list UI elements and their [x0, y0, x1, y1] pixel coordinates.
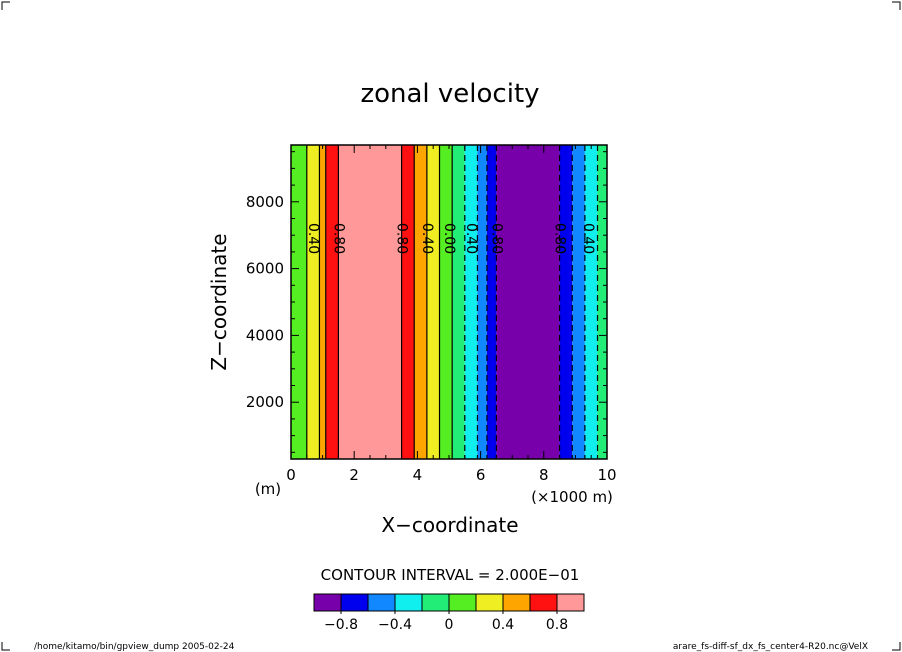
color-band: [426, 145, 440, 459]
footer-right: arare_fs-diff-sf_dx_fs_center4-R20.nc@Ve…: [673, 642, 868, 652]
color-band: [464, 145, 478, 459]
color-band: [584, 145, 598, 459]
color-band: [325, 145, 339, 459]
color-band: [439, 145, 453, 459]
color-band: [477, 145, 487, 459]
contour-label: 0.40: [463, 223, 479, 254]
contour-labels: 0.40 0.80 0.80 0.40 0.00 0.40 0.80 0.80 0.40: [305, 223, 596, 254]
colorbar-swatch: [475, 593, 504, 612]
colorbar-tick-label: 0.8: [546, 617, 568, 633]
x-tick-label: 2: [349, 466, 359, 484]
x-unit-left: (m): [255, 480, 281, 498]
colorbar-tick-label: −0.8: [324, 617, 358, 633]
colorbar-swatch: [367, 593, 396, 612]
color-band: [291, 145, 307, 459]
contour-label: 0.40: [580, 223, 596, 254]
colorbar: −0.8 −0.4 0 0.4 0.8: [313, 593, 585, 633]
x-tick-label: 0: [286, 466, 296, 484]
color-band: [306, 145, 320, 459]
colorbar-swatch: [394, 593, 423, 612]
colorbar-tick-label: 0: [445, 617, 454, 633]
colorbar-swatch: [502, 593, 531, 612]
y-tick-label: 8000: [246, 193, 284, 211]
contour-interval-text: CONTOUR INTERVAL = 2.000E−01: [321, 566, 580, 584]
x-tick-label: 8: [539, 466, 549, 484]
color-band: [452, 145, 465, 459]
axis-ticks: 0 2 4 6 8 10 2000 4000 6000 8000: [246, 145, 617, 484]
x-tick-label: 4: [413, 466, 423, 484]
color-band: [572, 145, 585, 459]
plot-bands: [291, 145, 607, 459]
x-axis-label: X−coordinate: [381, 513, 518, 537]
colorbar-swatch: [529, 593, 558, 612]
contour-label: 0.40: [305, 223, 321, 254]
chart-title: zonal velocity: [360, 79, 539, 109]
contour-label: 0.40: [419, 223, 435, 254]
colorbar-swatch: [556, 593, 585, 612]
color-band: [401, 145, 415, 459]
contour-label: 0.80: [488, 223, 504, 254]
y-tick-label: 4000: [246, 326, 284, 344]
y-axis-label: Z−coordinate: [207, 233, 231, 370]
contour-label: 0.80: [330, 223, 346, 254]
plot-contours: [306, 145, 599, 459]
color-band: [414, 145, 427, 459]
x-tick-label: 6: [476, 466, 486, 484]
colorbar-tick-label: −0.4: [378, 617, 412, 633]
colorbar-swatch: [421, 593, 450, 612]
x-unit-right: (×1000 m): [531, 488, 613, 506]
y-tick-label: 2000: [246, 393, 284, 411]
colorbar-tick-label: 0.4: [492, 617, 514, 633]
color-band: [559, 145, 573, 459]
colorbar-swatch: [313, 593, 342, 612]
x-tick-label: 10: [597, 466, 616, 484]
color-band: [597, 145, 607, 459]
color-band: [486, 145, 497, 459]
contour-label: 0.80: [552, 223, 568, 254]
color-band: [319, 145, 326, 459]
colorbar-swatch: [340, 593, 369, 612]
colorbar-swatch: [448, 593, 477, 612]
y-tick-label: 6000: [246, 260, 284, 278]
footer-left: /home/kitamo/bin/gpview_dump 2005-02-24: [34, 642, 235, 652]
contour-label: 0.80: [394, 223, 410, 254]
color-band: [338, 145, 402, 459]
contour-label: 0.00: [441, 223, 457, 254]
color-band: [496, 145, 560, 459]
